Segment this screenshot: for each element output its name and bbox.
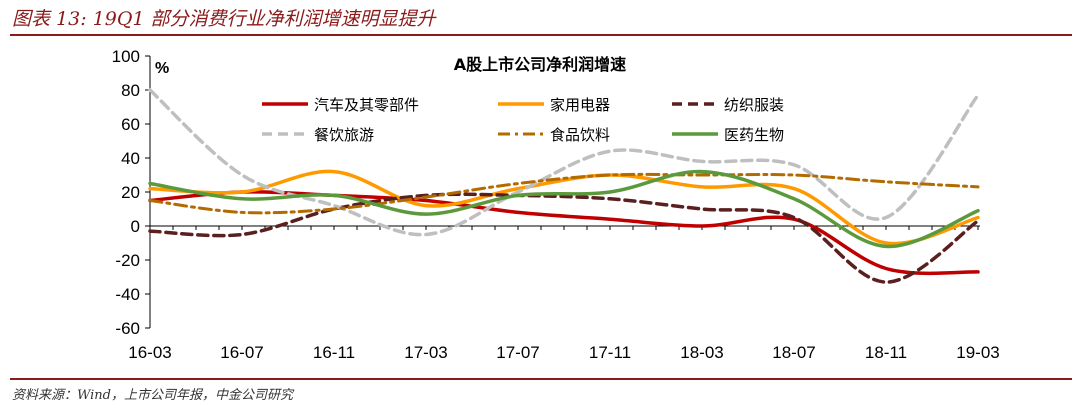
x-tick-label: 16-07 [220, 343, 263, 362]
chart-title: A股上市公司净利润增速 [454, 55, 626, 74]
x-tick-label: 18-03 [680, 343, 723, 362]
x-tick-label: 18-07 [772, 343, 815, 362]
legend-label: 食品饮料 [550, 126, 610, 144]
legend-label: 餐饮旅游 [314, 126, 374, 144]
x-tick-label: 16-03 [128, 343, 171, 362]
legend-label: 纺织服装 [724, 96, 784, 114]
chart-series [148, 88, 980, 284]
series-line-4 [148, 88, 980, 237]
series-line-1 [148, 190, 980, 276]
series-line-5 [148, 172, 980, 215]
y-tick-label: -40 [115, 285, 140, 304]
y-tick-label: 100 [112, 47, 140, 66]
series-line-3 [148, 192, 980, 284]
y-tick-label: -20 [115, 251, 140, 270]
y-tick-label: 20 [121, 183, 140, 202]
x-tick-label: 16-11 [313, 343, 355, 362]
x-tick-label: 17-07 [496, 343, 539, 362]
source-note: 资料来源：Wind，上市公司年报，中金公司研究 [12, 388, 293, 403]
x-tick-label: 18-11 [865, 343, 907, 362]
chart-axes: -60 -40 -20 0 20 40 60 80 100 16-03 16-07 16-11 17-0… [112, 47, 1000, 362]
y-tick-label: -60 [115, 319, 140, 338]
series-line-6 [148, 169, 980, 249]
y-unit-label: % [155, 60, 169, 77]
series-line-2 [148, 169, 980, 246]
legend-label: 家用电器 [550, 96, 610, 114]
y-tick-label: 40 [121, 149, 140, 168]
x-tick-label: 17-03 [404, 343, 447, 362]
bottom-divider [10, 378, 1072, 380]
y-tick-label: 80 [121, 81, 140, 100]
top-divider [10, 34, 1072, 36]
legend-label: 医药生物 [724, 126, 784, 144]
x-tick-label: 17-11 [589, 343, 631, 362]
y-tick-label: 60 [121, 115, 140, 134]
y-tick-label: 0 [131, 217, 140, 236]
legend-label: 汽车及其零部件 [314, 96, 419, 114]
x-tick-label: 19-03 [956, 343, 999, 362]
figure-title: 图表 13: 19Q1 部分消费行业净利润增速明显提升 [12, 8, 436, 30]
